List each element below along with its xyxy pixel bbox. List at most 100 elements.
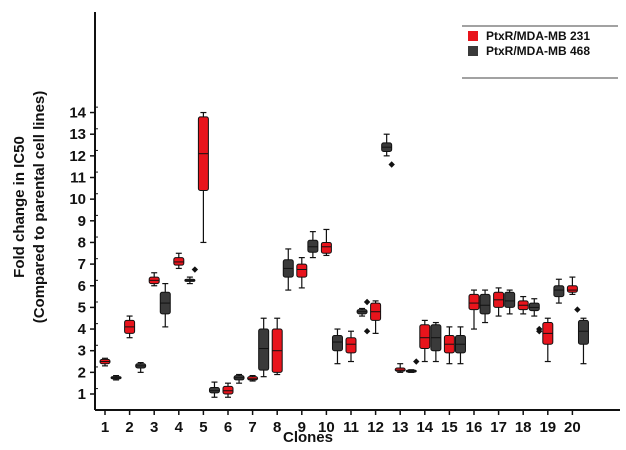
box-body [331, 335, 343, 352]
box-231 [468, 289, 480, 330]
box-231 [296, 257, 308, 289]
box-series-group [99, 111, 589, 398]
x-tick-label: 18 [515, 419, 532, 436]
y-tick-label: 6 [78, 278, 86, 295]
box-468 [553, 278, 565, 304]
x-tick-label: 11 [343, 419, 359, 436]
y-tick-label: 10 [69, 191, 86, 208]
x-tick-label: 20 [564, 419, 581, 436]
box-231 [345, 330, 357, 363]
box-231 [517, 295, 529, 315]
box-231 [247, 374, 259, 382]
legend-swatch-468 [468, 46, 478, 56]
box-body [258, 328, 270, 371]
box-231 [271, 317, 283, 376]
box-231 [443, 326, 455, 365]
y-axis-title: Fold change in IC50 [11, 136, 28, 278]
x-tick-label: 1 [101, 419, 109, 436]
x-tick-label: 4 [175, 419, 184, 436]
box-231 [493, 287, 505, 317]
box-231 [124, 315, 136, 339]
box-231 [320, 228, 332, 257]
y-axis-subtitle: (Compared to parental cell lines) [31, 91, 48, 324]
box-231 [222, 382, 234, 398]
y-tick-label: 1 [78, 386, 86, 403]
box-468 [577, 317, 589, 365]
x-tick-label: 8 [273, 419, 281, 436]
box-468 [331, 328, 343, 365]
x-tick-label: 5 [199, 419, 207, 436]
box-body [208, 387, 220, 394]
box-body [577, 319, 589, 345]
x-tick-label: 13 [392, 419, 409, 436]
box-outlier [536, 325, 543, 333]
box-body [394, 367, 406, 372]
box-468 [381, 133, 395, 168]
legend: PtxR/MDA-MB 231 PtxR/MDA-MB 468 [462, 25, 618, 79]
box-468 [479, 289, 491, 324]
box-body [173, 257, 185, 266]
legend-label-468: PtxR/MDA-MB 468 [486, 44, 590, 58]
box-231 [542, 317, 554, 363]
box-body [553, 285, 565, 298]
y-tick-label: 11 [70, 170, 86, 187]
box-body [307, 239, 319, 253]
y-tick-label: 5 [78, 299, 86, 316]
box-231 [394, 363, 406, 373]
box-231 [148, 272, 160, 287]
box-468 [282, 248, 294, 291]
y-tick-label: 2 [78, 364, 86, 381]
y-tick-label: 4 [78, 321, 87, 338]
x-tick-label: 16 [466, 419, 483, 436]
box-231 [370, 300, 382, 334]
box-468 [208, 381, 220, 398]
box-468 [405, 358, 420, 373]
box-231 [99, 357, 111, 367]
box-468 [430, 321, 442, 363]
box-468 [454, 326, 466, 365]
legend-swatch-231 [468, 31, 478, 41]
y-tick-label: 14 [69, 105, 86, 122]
x-axis-ticks: 1 2 3 4 5 6 7 8 9 10 11 12 13 14 15 16 17 18 19 20 [101, 410, 581, 436]
y-tick-label: 12 [69, 148, 86, 165]
box-body [296, 263, 308, 278]
box-body [222, 385, 234, 395]
x-tick-label: 10 [318, 419, 335, 436]
box-body [468, 293, 480, 311]
box-body [504, 291, 516, 308]
box-468 [233, 373, 245, 384]
box-468 [504, 289, 516, 315]
box-231 [419, 319, 431, 363]
x-tick-label: 19 [539, 419, 556, 436]
box-231 [566, 276, 581, 313]
box-outlier [363, 298, 371, 306]
box-468 [258, 317, 270, 378]
box-body [528, 302, 540, 312]
x-tick-label: 6 [224, 419, 232, 436]
x-tick-label: 14 [416, 419, 433, 436]
box-outlier [191, 266, 199, 273]
box-outlier [413, 358, 420, 365]
box-231 [173, 252, 185, 270]
box-468 [307, 231, 319, 259]
box-body [320, 241, 332, 254]
x-tick-label: 3 [150, 419, 158, 436]
x-tick-label: 2 [125, 419, 133, 436]
y-tick-label: 3 [78, 343, 86, 360]
box-468 [356, 298, 371, 335]
box-outlier [388, 161, 395, 168]
box-468 [135, 362, 147, 373]
y-tick-label: 8 [78, 234, 86, 251]
x-tick-label: 15 [441, 419, 458, 436]
x-tick-label: 9 [298, 419, 306, 436]
box-231 [197, 111, 209, 244]
box-outlier [363, 328, 371, 335]
box-468 [184, 266, 199, 285]
box-body [247, 376, 259, 381]
x-tick-label: 17 [490, 419, 507, 436]
box-468 [110, 374, 122, 381]
y-tick-label: 9 [78, 213, 86, 230]
box-body [345, 337, 357, 354]
